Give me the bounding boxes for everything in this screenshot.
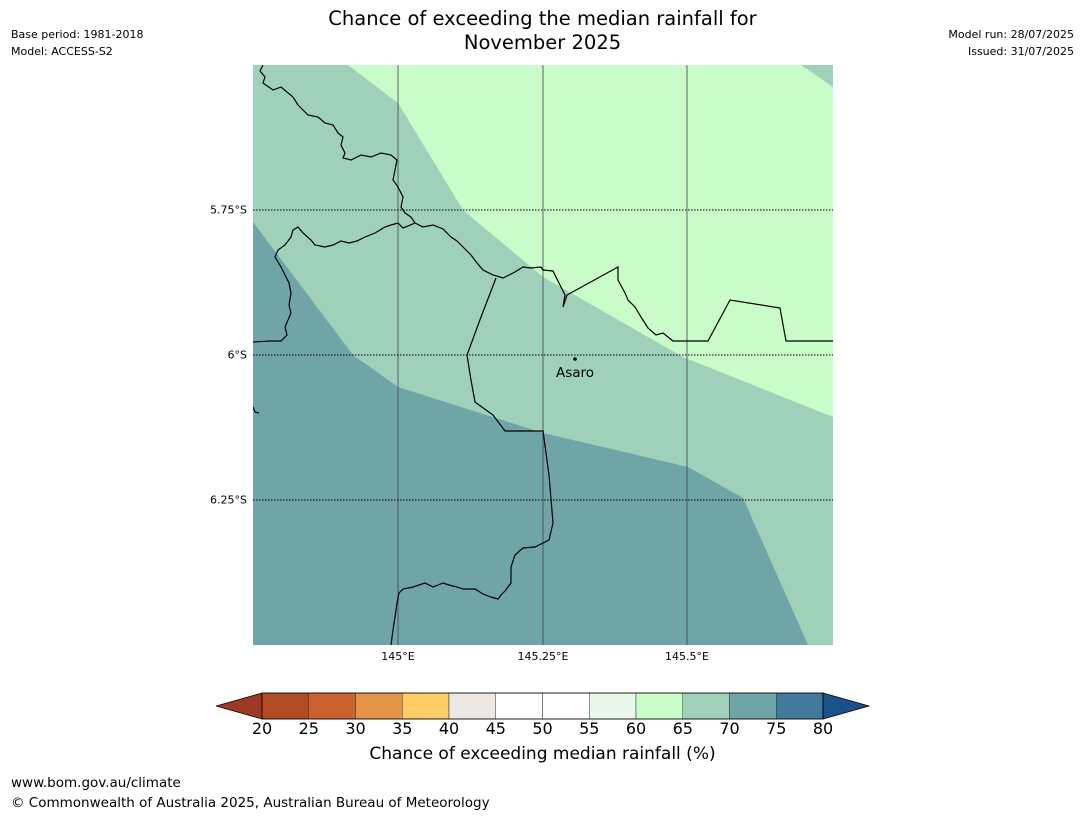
asaro-marker	[573, 357, 577, 361]
colorbar-segment	[635, 692, 683, 720]
colorbar-segment	[776, 692, 824, 720]
colorbar-segment	[448, 692, 496, 720]
lat-label-6-25: 6.25°S	[210, 493, 247, 507]
colorbar-segment	[355, 692, 403, 720]
boundary-central	[414, 222, 833, 342]
colorbar-tick-label: 80	[812, 719, 834, 738]
colorbar-tick-label: 35	[392, 719, 413, 738]
rainfall-map	[253, 65, 833, 645]
colorbar-tick-label: 50	[532, 719, 553, 738]
colorbar-outline	[261, 692, 824, 720]
lon-label-145: 145°E	[381, 650, 415, 663]
colorbar-tick-label: 60	[625, 719, 647, 738]
colorbar-extend-high	[822, 692, 870, 720]
colorbar-tick-label: 70	[719, 719, 740, 738]
footer-url: www.bom.gov.au/climate	[11, 775, 181, 791]
lat-label-6: 6°S	[227, 348, 247, 362]
colorbar-tick-label: 25	[298, 719, 319, 738]
footer-copyright: © Commonwealth of Australia 2025, Austra…	[11, 795, 490, 811]
issued-date: Issued: 31/07/2025	[967, 45, 1074, 58]
colorbar-segment	[542, 692, 590, 720]
colorbar-segment	[682, 692, 730, 720]
colorbar-tick-label: 40	[438, 719, 460, 738]
model-name: Model: ACCESS-S2	[11, 45, 113, 58]
boundary-south	[390, 277, 554, 645]
lat-label-5-75: 5.75°S	[210, 203, 247, 217]
boundary-northern	[253, 65, 416, 343]
colorbar-tick-label: 55	[579, 719, 600, 738]
colorbar-extend-low	[216, 692, 263, 720]
chart-title: Chance of exceeding the median rainfall …	[0, 7, 1085, 55]
band-70-75	[253, 222, 808, 645]
boundary-west-fragment	[253, 406, 260, 414]
meta-right: Model run: 28/07/2025 Issued: 31/07/2025	[948, 26, 1074, 60]
colorbar-segment	[495, 692, 543, 720]
place-label-asaro: Asaro	[556, 365, 595, 381]
lon-label-145-5: 145.5°E	[665, 650, 709, 663]
colorbar-segment	[729, 692, 777, 720]
colorbar-segment	[402, 692, 450, 720]
colorbar-tick-label: 65	[672, 719, 693, 738]
band-65-70-top-right	[801, 65, 833, 87]
base-period: Base period: 1981-2018	[11, 28, 144, 41]
colorbar-tick-label: 45	[485, 719, 506, 738]
colorbar-tick-label: 30	[345, 719, 366, 738]
colorbar-segment	[308, 692, 356, 720]
colorbar-tick-label: 75	[766, 719, 787, 738]
colorbar-segment	[261, 692, 309, 720]
title-line-2: November 2025	[463, 31, 622, 54]
lon-label-145-25: 145.25°E	[517, 650, 569, 663]
colorbar-segment	[589, 692, 637, 720]
province-boundaries	[253, 65, 833, 645]
model-run: Model run: 28/07/2025	[948, 28, 1074, 41]
meta-left: Base period: 1981-2018 Model: ACCESS-S2	[11, 26, 143, 60]
colorbar	[216, 692, 870, 720]
colorbar-label: Chance of exceeding median rainfall (%)	[369, 744, 716, 764]
title-line-1: Chance of exceeding the median rainfall …	[328, 7, 757, 30]
colorbar-tick-label: 20	[251, 719, 273, 738]
